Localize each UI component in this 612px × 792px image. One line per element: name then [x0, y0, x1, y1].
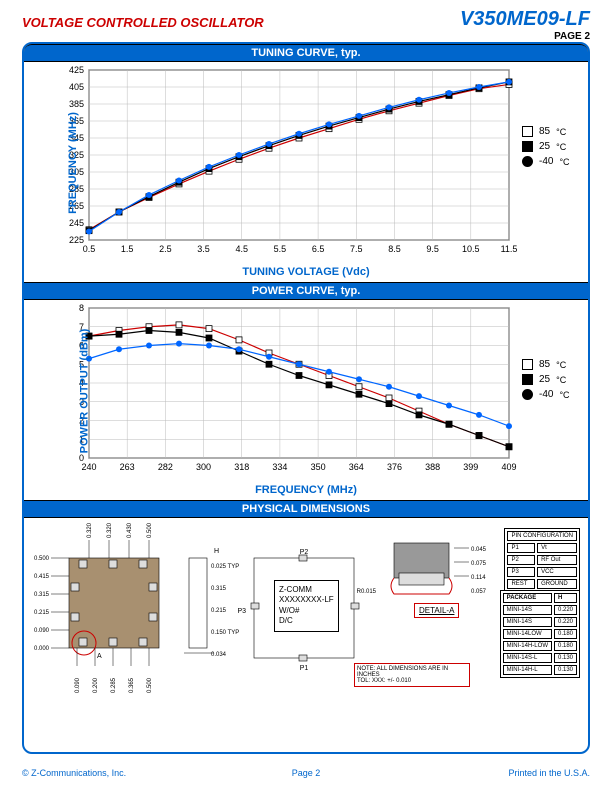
svg-text:399: 399	[463, 462, 478, 472]
pin-header: PIN CONFIGURATION	[507, 531, 577, 541]
pkg-line1: Z-COMM	[279, 585, 334, 595]
part-number: V350ME09-LF	[460, 8, 590, 31]
svg-text:364: 364	[349, 462, 364, 472]
tuning-title: TUNING CURVE, typ.	[24, 44, 588, 62]
power-chart: POWER OUTPUT (dBm) 012345678240263282300…	[24, 300, 588, 482]
svg-text:376: 376	[387, 462, 402, 472]
pkg-line2: XXXXXXXX-LF	[279, 595, 334, 605]
footer-center: Page 2	[292, 768, 321, 778]
svg-text:334: 334	[272, 462, 287, 472]
pkg-line4: D/C	[279, 616, 334, 626]
svg-text:0.114: 0.114	[471, 575, 486, 581]
physical-title: PHYSICAL DIMENSIONS	[24, 500, 588, 518]
svg-text:0.430: 0.430	[127, 522, 133, 538]
svg-text:0.057: 0.057	[471, 589, 487, 595]
svg-text:3.5: 3.5	[197, 244, 210, 254]
svg-text:6.5: 6.5	[312, 244, 325, 254]
footer-left: © Z-Communications, Inc.	[22, 768, 126, 778]
svg-text:282: 282	[158, 462, 173, 472]
svg-text:225: 225	[69, 235, 84, 245]
content-frame: TUNING CURVE, typ. FREQUENCY (MHz) 225 24…	[22, 42, 590, 754]
svg-text:409: 409	[501, 462, 516, 472]
svg-text:405: 405	[69, 82, 84, 92]
svg-text:0.365: 0.365	[129, 677, 135, 693]
svg-text:300: 300	[196, 462, 211, 472]
package-label: Z-COMM XXXXXXXX-LF W/O# D/C	[274, 580, 339, 632]
svg-text:0.500: 0.500	[147, 677, 153, 693]
detail-label: DETAIL-A	[414, 603, 459, 618]
svg-text:0.500: 0.500	[34, 556, 50, 562]
power-title: POWER CURVE, typ.	[24, 282, 588, 300]
svg-text:0.090: 0.090	[75, 677, 81, 693]
svg-text:0.320: 0.320	[107, 522, 113, 538]
svg-text:0.315: 0.315	[34, 592, 50, 598]
tuning-chart: FREQUENCY (MHz) 225245265285305325345365…	[24, 62, 588, 264]
power-ylabel: POWER OUTPUT (dBm)	[78, 329, 90, 454]
package-table: PACKAGEH MINI-14S0.220MINI-14S0.220MINI-…	[500, 590, 580, 678]
svg-text:H: H	[214, 548, 219, 555]
svg-text:0.150 TYP: 0.150 TYP	[211, 630, 239, 636]
svg-text:0.500: 0.500	[147, 522, 153, 538]
svg-text:0.285: 0.285	[111, 677, 117, 693]
svg-text:P3: P3	[237, 608, 246, 615]
pin-config-table: PIN CONFIGURATION P1VtP2RF OutP3VCCRESTG…	[504, 528, 580, 592]
svg-text:5.5: 5.5	[274, 244, 287, 254]
svg-text:7.5: 7.5	[350, 244, 363, 254]
svg-text:R0.015: R0.015	[357, 589, 377, 595]
svg-text:263: 263	[120, 462, 135, 472]
svg-text:240: 240	[81, 462, 96, 472]
tuning-ylabel: FREQUENCY (MHz)	[67, 112, 79, 214]
svg-text:9.5: 9.5	[426, 244, 439, 254]
svg-text:0.200: 0.200	[93, 677, 99, 693]
dimension-note: NOTE: ALL DIMENSIONS ARE IN INCHESTOL: X…	[354, 663, 470, 687]
footer: © Z-Communications, Inc. Page 2 Printed …	[22, 768, 590, 778]
svg-text:1.5: 1.5	[121, 244, 134, 254]
page-label: PAGE 2	[460, 31, 590, 42]
power-plot: 0123456782402632823003183343503643763883…	[24, 300, 584, 480]
power-legend: 85°C25°C-40°C	[522, 355, 570, 404]
doc-title: VOLTAGE CONTROLLED OSCILLATOR	[22, 15, 264, 30]
svg-text:0.315: 0.315	[211, 586, 227, 592]
svg-text:0.075: 0.075	[471, 561, 487, 567]
footer-right: Printed in the U.S.A.	[508, 768, 590, 778]
tuning-legend: 85°C25°C-40°C	[522, 122, 570, 171]
svg-text:4.5: 4.5	[235, 244, 248, 254]
svg-text:350: 350	[311, 462, 326, 472]
power-xlabel: FREQUENCY (MHz)	[24, 482, 588, 500]
svg-text:2.5: 2.5	[159, 244, 172, 254]
svg-text:385: 385	[69, 99, 84, 109]
svg-text:8.5: 8.5	[388, 244, 401, 254]
tuning-xlabel: TUNING VOLTAGE (Vdc)	[24, 264, 588, 282]
svg-text:318: 318	[234, 462, 249, 472]
svg-text:0.320: 0.320	[87, 522, 93, 538]
svg-text:0.090: 0.090	[34, 628, 50, 634]
svg-text:245: 245	[69, 218, 84, 228]
svg-text:0.215: 0.215	[211, 608, 227, 614]
physical-diagram: A 0.500 0.415 0.315 0.215 0.090 0.000 0.090 0.20…	[24, 518, 588, 698]
svg-text:0.000: 0.000	[34, 646, 50, 652]
svg-text:0.215: 0.215	[34, 610, 50, 616]
svg-text:388: 388	[425, 462, 440, 472]
tuning-plot: 2252452652853053253453653854054250.51.52…	[24, 62, 584, 262]
svg-text:0.045: 0.045	[471, 547, 487, 553]
svg-text:10.5: 10.5	[462, 244, 480, 254]
svg-text:0.415: 0.415	[34, 574, 50, 580]
svg-text:8: 8	[79, 303, 84, 313]
svg-text:0.025 TYP: 0.025 TYP	[211, 564, 239, 570]
svg-text:11.5: 11.5	[501, 244, 518, 254]
svg-text:425: 425	[69, 65, 84, 75]
svg-text:P1: P1	[300, 665, 309, 672]
svg-text:0.5: 0.5	[83, 244, 96, 254]
pkg-line3: W/O#	[279, 606, 334, 616]
svg-text:A: A	[97, 653, 102, 660]
